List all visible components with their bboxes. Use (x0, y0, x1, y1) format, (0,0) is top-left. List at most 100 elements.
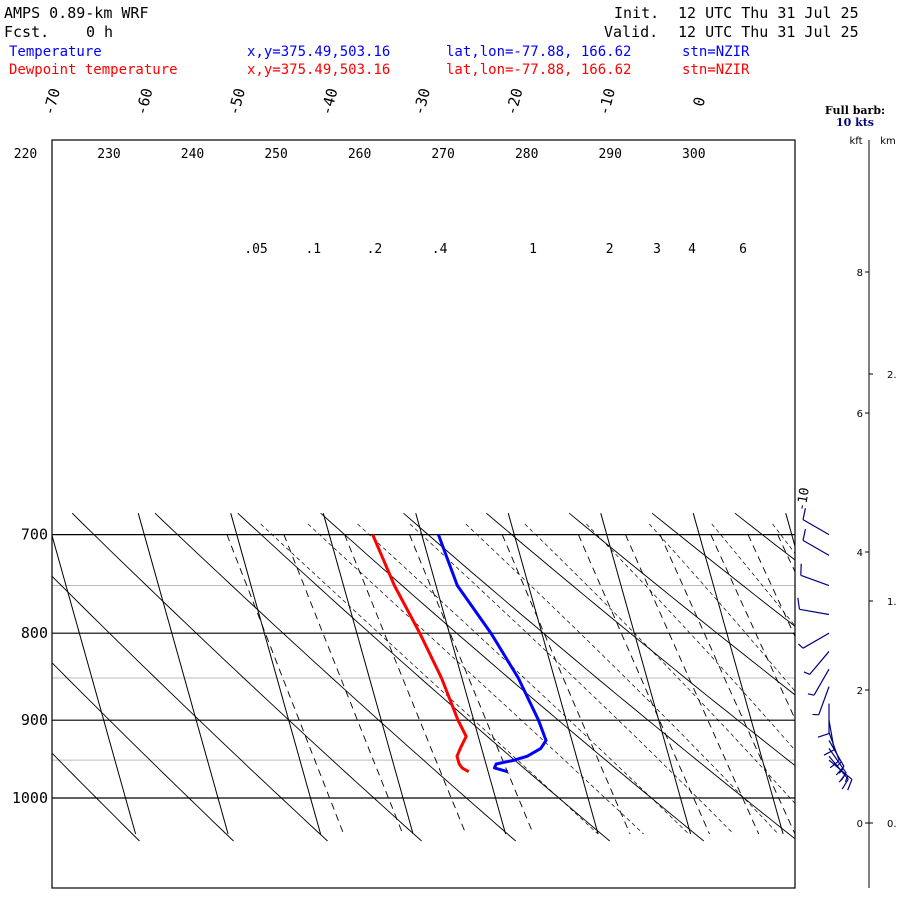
mixing-ratio-label: 4 (688, 242, 696, 257)
wind-barb-half (840, 774, 846, 781)
dewpoint-profile-line (371, 534, 470, 773)
wind-barb-staff (800, 574, 830, 587)
wind-barb-staff (802, 519, 830, 536)
wind-barb-staff (813, 668, 830, 696)
moist-adiabat-line (307, 523, 644, 835)
mixing-ratio-label: .4 (432, 242, 448, 257)
wind-barb-flag (802, 508, 806, 520)
kft-tick-label: 8 (857, 268, 863, 279)
moist-adiabat-line (260, 523, 599, 835)
legend-dewpoint-latlon: lat,lon=-77.88, 166.62 (446, 62, 632, 78)
moist-adiabat-line (831, 524, 900, 834)
km-tick-label: 1. (887, 597, 897, 608)
wind-barb-flag (847, 779, 853, 791)
isotherm-line (230, 513, 322, 835)
mixing-ratio-label: .2 (367, 242, 383, 257)
fcst-label: Fcst. (4, 23, 50, 41)
mixing-ratio-line (747, 534, 795, 638)
mixing-ratio-line (409, 534, 534, 835)
model-title: AMPS 0.89-km WRF (4, 4, 149, 22)
temperature-tick-label: -60 (132, 86, 156, 117)
wind-barb-staff (802, 632, 830, 649)
isotherm-line (785, 513, 795, 549)
legend-temperature-xy: x,y=375.49,503.16 (247, 44, 391, 60)
wind-barb-flag (841, 778, 849, 790)
kft-tick-label: 6 (857, 409, 863, 420)
moist-adiabat-line (586, 523, 795, 751)
moist-adiabat-line (772, 523, 795, 554)
moist-adiabat-line (524, 523, 795, 804)
mixing-ratio-line (501, 534, 631, 835)
init-value: 12 UTC Thu 31 Jul 25 (678, 4, 859, 22)
wind-barb (807, 668, 830, 696)
wind-barb-staff (799, 608, 830, 616)
moist-adiabat-line (357, 523, 690, 835)
wind-barb-flag (823, 749, 835, 756)
wind-barb-flag (817, 733, 830, 738)
temperature-tick-label: -40 (317, 86, 341, 117)
theta-label: 230 (97, 147, 120, 162)
valid-label: Valid. (604, 23, 659, 41)
isotherm-line (0, 513, 43, 834)
wind-barb (802, 508, 830, 536)
km-tick-label: 0. (887, 819, 897, 830)
legend-temperature-name: Temperature (9, 44, 102, 60)
mixing-ratio-label: 2 (606, 242, 614, 257)
theta-label: 300 (682, 147, 705, 162)
wind-barb (803, 651, 830, 675)
km-label: km (880, 136, 896, 147)
isotherm-line (878, 513, 900, 834)
moist-adiabat-line (465, 523, 779, 835)
valid-value: 12 UTC Thu 31 Jul 25 (678, 23, 859, 41)
dry-adiabat-line (52, 662, 234, 842)
wind-barb-staff (809, 651, 830, 675)
kft-tick-label: 2 (857, 686, 863, 697)
wind-barb-panel: Full barb:10 kts kft km 8 6 4 2 0 2. 1. 0. (797, 104, 897, 888)
mixing-ratio-line (283, 534, 404, 835)
temperature-tick-label: -70 (40, 86, 64, 117)
dry-adiabat-line (71, 512, 422, 842)
temperature-tick-label: -20 (502, 86, 526, 117)
wind-barb (817, 703, 830, 738)
moist-adiabat-line (409, 523, 734, 835)
theta-label: 250 (264, 147, 287, 162)
dry-adiabat-line (651, 512, 795, 627)
dry-adiabat-line (568, 512, 795, 696)
isotherm-line (137, 513, 229, 835)
init-label: Init. (614, 4, 660, 22)
plot-area (0, 512, 900, 842)
theta-label: 240 (181, 147, 204, 162)
mixing-ratio-line (344, 534, 467, 835)
grid-layer (0, 139, 900, 889)
mixing-ratio-label: .1 (305, 242, 321, 257)
wind-barb-half (844, 775, 849, 782)
dry-adiabat-line (154, 512, 516, 842)
wind-barb-half (803, 671, 810, 675)
isotherm-line (322, 513, 414, 835)
pressure-tick-label: 900 (21, 711, 48, 729)
temperature-tick-label: -30 (410, 86, 434, 117)
theta-label: 220 (14, 147, 37, 162)
mixing-ratio-line (577, 534, 710, 835)
legend-dewpoint-stn: stn=NZIR (682, 62, 750, 78)
isotherm-line (52, 533, 137, 835)
mixing-ratio-line (625, 534, 760, 835)
wind-barb-half (836, 761, 842, 767)
dry-adiabat-line (486, 512, 795, 767)
theta-label: 290 (598, 147, 621, 162)
barb-subtitle: 10 kts (836, 116, 874, 129)
dry-adiabat-line (818, 513, 900, 841)
theta-label: 270 (431, 147, 454, 162)
mixing-ratio-line (226, 534, 345, 835)
wind-barb-flag (802, 528, 806, 541)
mixing-ratio-label: 1 (529, 242, 537, 257)
wind-barb-half (798, 643, 804, 649)
dry-adiabat-line (403, 512, 795, 840)
series-layer (371, 534, 548, 774)
pressure-tick-label: 1000 (12, 789, 48, 807)
fcst-value: 0 h (86, 23, 114, 41)
wind-barb (802, 528, 830, 556)
theta-label: 260 (348, 147, 371, 162)
